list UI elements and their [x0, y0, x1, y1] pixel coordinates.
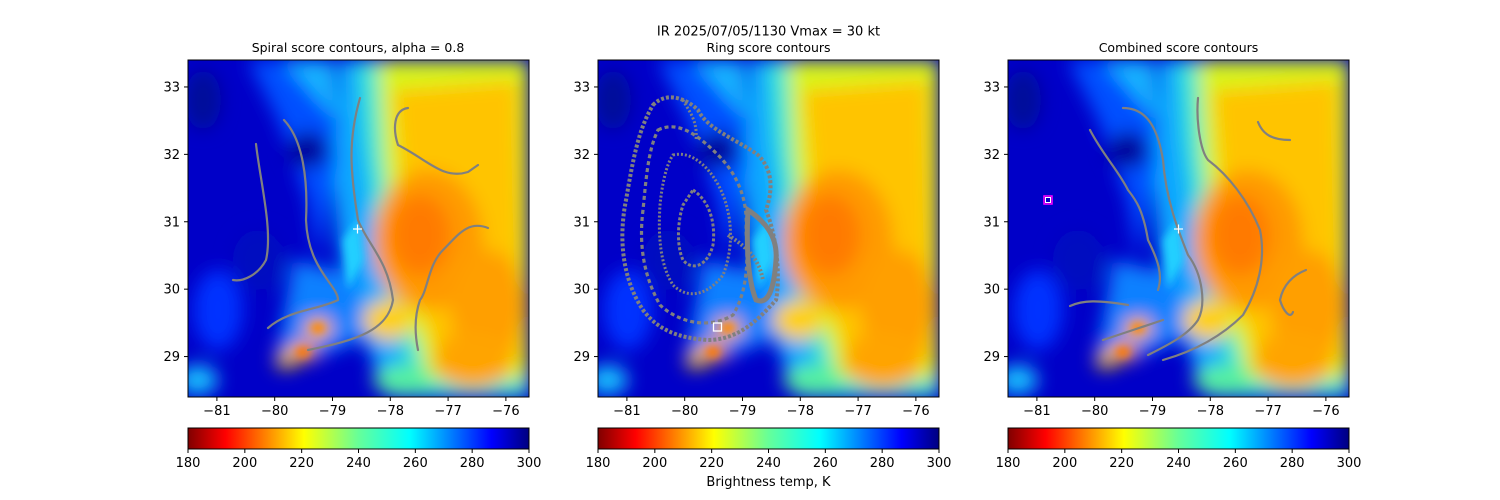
axes-spiral: Spiral score contours, alpha = 0.8 −81 −8… [163, 40, 530, 419]
colorbar-tick-label: 240 [1166, 456, 1191, 471]
x-tick-label: −80 [1081, 404, 1108, 419]
x-tick-label: −76 [902, 404, 929, 419]
x-tick-label: −81 [203, 404, 230, 419]
colorbar-tick-label: 180 [176, 456, 201, 471]
axes-title: Combined score contours [1099, 40, 1259, 55]
colorbar-tick-label: 280 [460, 456, 485, 471]
colorbar-tick-label: 300 [517, 456, 542, 471]
colorbar-tick-label: 300 [1337, 456, 1362, 471]
x-tick-label: −79 [1139, 404, 1166, 419]
colorbar-tick-label: 260 [813, 456, 838, 471]
x-tick-label: −80 [261, 404, 288, 419]
axes-frame [1007, 59, 1350, 398]
axes-title: Spiral score contours, alpha = 0.8 [252, 40, 465, 55]
y-tick-label: 33 [163, 80, 180, 95]
x-tick-label: −79 [319, 404, 346, 419]
y-tick-label: 31 [983, 215, 1000, 230]
ir-image [998, 60, 1349, 397]
colorbar-tick-label: 240 [756, 456, 781, 471]
y-ticks: 29 30 31 32 33 [983, 80, 1008, 365]
y-tick-label: 31 [163, 215, 180, 230]
x-tick-label: −78 [787, 404, 814, 419]
colorbar-tick-label: 220 [289, 456, 314, 471]
x-tick-label: −81 [1023, 404, 1050, 419]
colorbar-tick-label: 260 [403, 456, 428, 471]
ring-contours [620, 95, 780, 343]
ring-center-marker [712, 322, 723, 332]
colorbar-tick-label: 260 [1223, 456, 1248, 471]
y-ticks: 29 30 31 32 33 [573, 80, 598, 365]
combined-extra-marker [1043, 195, 1053, 205]
x-ticks: −81 −80 −79 −78 −77 −76 [203, 397, 520, 419]
axes-combined: Combined score contours −81 −80 −79 −78 −77−… [983, 40, 1350, 419]
axes-frame [597, 59, 940, 398]
y-tick-label: 29 [983, 350, 1000, 365]
x-ticks: −81 −80 −79 −78 −77 −76 [1023, 397, 1340, 419]
colorbar-tick-label: 200 [642, 456, 667, 471]
x-tick-label: −79 [729, 404, 756, 419]
y-tick-label: 29 [573, 350, 590, 365]
x-tick-label: −77 [1254, 404, 1281, 419]
y-tick-label: 31 [573, 215, 590, 230]
x-ticks: −81 −80 −79 −78 −77 −76 [613, 397, 930, 419]
y-tick-label: 29 [163, 350, 180, 365]
colorbar-tick-label: 220 [699, 456, 724, 471]
spiral-contours [231, 96, 490, 352]
y-tick-label: 30 [983, 283, 1000, 298]
center-marker [353, 224, 362, 234]
ir-image [588, 60, 939, 397]
colorbar-2: 180 200 220 240 260 280 300 Brightness temp, K [586, 427, 952, 490]
colorbar-tick-label: 280 [870, 456, 895, 471]
y-tick-label: 30 [573, 283, 590, 298]
y-tick-label: 32 [163, 148, 180, 163]
x-tick-label: −78 [377, 404, 404, 419]
y-tick-label: 33 [573, 80, 590, 95]
colorbar-label: Brightness temp, K [706, 475, 831, 490]
center-marker [1174, 224, 1183, 234]
axes-title: Ring score contours [706, 40, 830, 55]
colorbar-tick-label: 200 [232, 456, 257, 471]
y-tick-label: 30 [163, 283, 180, 298]
x-tick-label: −76 [492, 404, 519, 419]
x-tick-label: −81 [613, 404, 640, 419]
axes-frame [187, 59, 530, 398]
x-tick-label: −77 [844, 404, 871, 419]
y-tick-label: 33 [983, 80, 1000, 95]
colorbar-tick-label: 220 [1109, 456, 1134, 471]
y-tick-label: 32 [983, 148, 1000, 163]
colorbar-tick-label: 280 [1280, 456, 1305, 471]
y-tick-label: 32 [573, 148, 590, 163]
x-tick-label: −77 [434, 404, 461, 419]
x-tick-label: −80 [671, 404, 698, 419]
ir-image [178, 60, 529, 397]
colorbar-3: 180 200 220 240 260 280 300 [996, 427, 1362, 471]
colorbar-tick-label: 180 [996, 456, 1021, 471]
x-tick-label: −76 [1312, 404, 1339, 419]
x-tick-label: −78 [1197, 404, 1224, 419]
colorbar-tick-label: 200 [1052, 456, 1077, 471]
colorbar-tick-label: 180 [586, 456, 611, 471]
colorbar-1: 180 200 220 240 260 280 300 [176, 427, 542, 471]
colorbar-tick-label: 300 [927, 456, 952, 471]
colorbar-tick-label: 240 [346, 456, 371, 471]
suptitle: IR 2025/07/05/1130 Vmax = 30 kt [657, 25, 880, 40]
combined-contours [1068, 96, 1308, 362]
y-ticks: 29 30 31 32 33 [163, 80, 188, 365]
axes-ring: Ring score contours −81 −80 −79 −78 −77 −76 2… [573, 40, 940, 419]
